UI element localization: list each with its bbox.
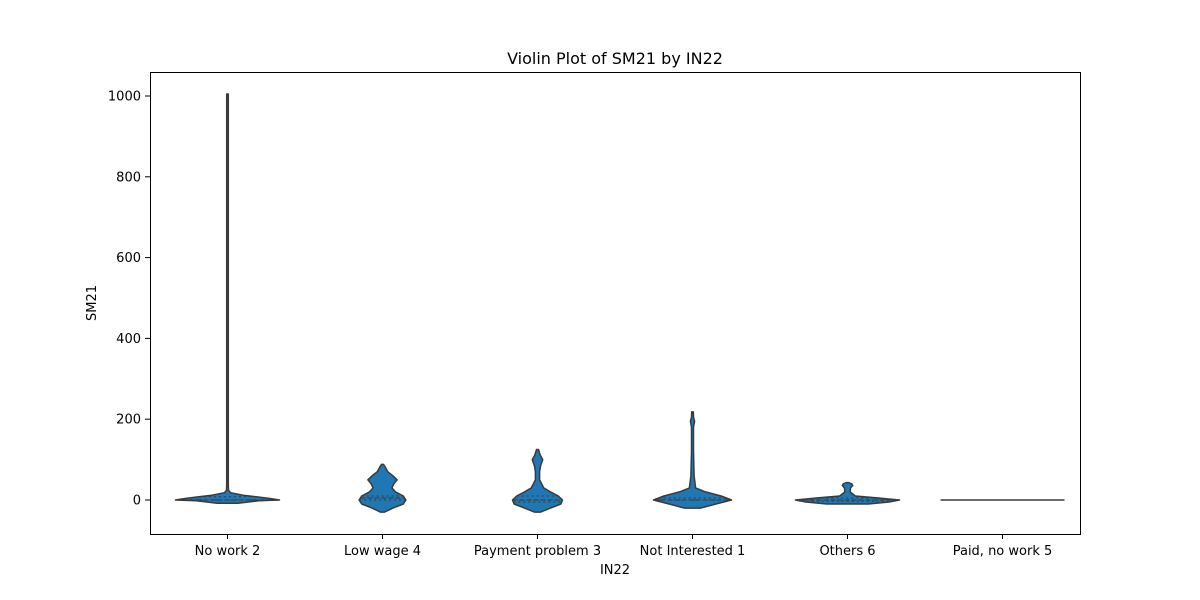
x-tick-label: Paid, no work 5 xyxy=(953,544,1053,559)
plot-frame xyxy=(150,72,1081,535)
violin-body xyxy=(174,93,281,504)
y-axis-label: SM21 xyxy=(85,285,100,321)
violin-body xyxy=(358,463,407,513)
y-axis: 0 200 400 600 800 1000 xyxy=(108,90,150,509)
x-axis-label: IN22 xyxy=(600,563,630,578)
chart-title: Violin Plot of SM21 by IN22 xyxy=(507,49,723,68)
violin-body xyxy=(652,411,733,509)
y-tick-label: 200 xyxy=(116,413,141,428)
y-tick-label: 1000 xyxy=(108,90,141,105)
y-tick-label: 800 xyxy=(116,170,141,185)
violin-body xyxy=(511,448,564,513)
violin-payment-problem-3 xyxy=(511,448,564,513)
violin-not-interested-1 xyxy=(652,411,733,509)
violin-others-6 xyxy=(794,481,901,505)
violin-body xyxy=(794,481,901,505)
violin-group xyxy=(174,93,1065,513)
x-tick-label: No work 2 xyxy=(195,544,261,559)
x-tick-label: Payment problem 3 xyxy=(474,544,601,559)
y-tick-label: 0 xyxy=(133,494,141,509)
x-axis: No work 2 Low wage 4 Payment problem 3 Not … xyxy=(195,534,1053,559)
x-tick-label: Not Interested 1 xyxy=(640,544,746,559)
violin-no-work-2 xyxy=(174,93,281,504)
y-tick-label: 600 xyxy=(116,251,141,266)
y-tick-label: 400 xyxy=(116,332,141,347)
violin-low-wage-4 xyxy=(358,463,407,513)
x-tick-label: Others 6 xyxy=(819,544,875,559)
x-tick-label: Low wage 4 xyxy=(344,544,421,559)
